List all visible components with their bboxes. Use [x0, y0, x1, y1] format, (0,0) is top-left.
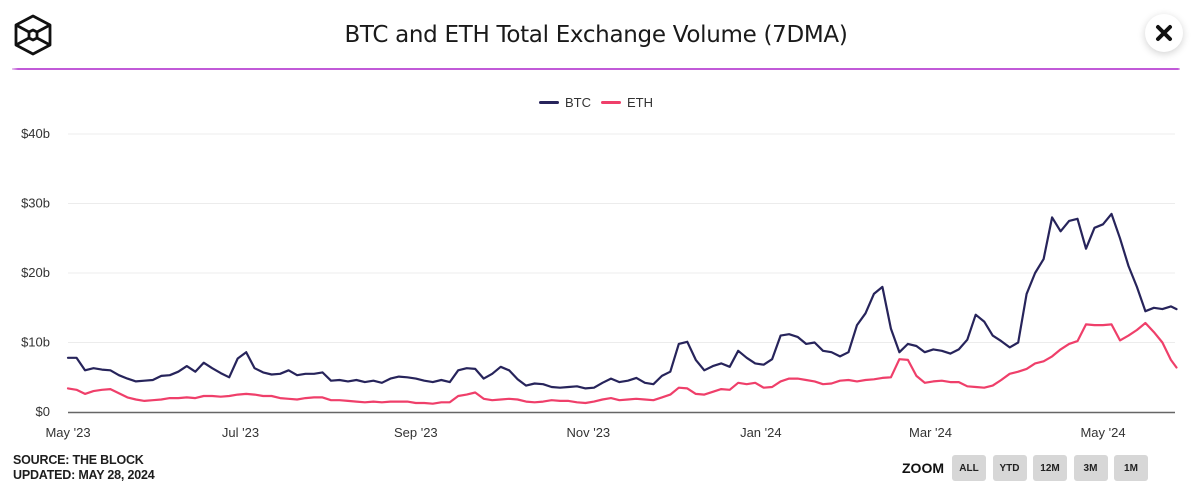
the-block-logo-icon[interactable] — [12, 14, 54, 56]
y-tick-label: $20b — [21, 265, 50, 280]
legend-swatch-eth — [601, 101, 621, 104]
legend-swatch-btc — [539, 101, 559, 104]
y-tick-label: $40b — [21, 126, 50, 141]
zoom-button-3m[interactable]: 3M — [1073, 455, 1108, 481]
x-tick-label: May '24 — [1080, 425, 1125, 440]
zoom-button-1m[interactable]: 1M — [1114, 455, 1148, 481]
x-tick-label: May '23 — [45, 425, 90, 440]
y-tick-label: $30b — [21, 196, 50, 211]
series-line-eth — [66, 321, 1178, 405]
legend-label-eth: ETH — [627, 95, 653, 110]
header-divider — [12, 68, 1180, 70]
x-tick-label: Jan '24 — [740, 425, 782, 440]
close-button[interactable] — [1145, 14, 1183, 52]
x-tick-label: Jul '23 — [222, 425, 259, 440]
series-line-btc — [66, 212, 1178, 390]
x-tick-label: Nov '23 — [566, 425, 610, 440]
x-tick-label: Mar '24 — [909, 425, 952, 440]
updated-text: UPDATED: MAY 28, 2024 — [13, 468, 155, 482]
zoom-controls: ZOOM ALL YTD 12M 3M 1M — [902, 455, 1155, 481]
header: BTC and ETH Total Exchange Volume (7DMA) — [0, 0, 1192, 70]
y-tick-label: $10b — [21, 335, 50, 350]
legend-item-eth[interactable]: ETH — [601, 95, 653, 110]
legend-item-btc[interactable]: BTC — [539, 95, 591, 110]
zoom-button-ytd[interactable]: YTD — [992, 455, 1027, 481]
chart-legend: BTC ETH — [0, 95, 1192, 110]
zoom-button-all[interactable]: ALL — [952, 455, 986, 481]
chart-footer: SOURCE: THE BLOCK UPDATED: MAY 28, 2024 — [13, 453, 155, 483]
legend-label-btc: BTC — [565, 95, 591, 110]
x-tick-label: Sep '23 — [394, 425, 438, 440]
source-text: SOURCE: THE BLOCK — [13, 453, 144, 467]
zoom-button-12m[interactable]: 12M — [1033, 455, 1067, 481]
chart-title: BTC and ETH Total Exchange Volume (7DMA) — [344, 22, 848, 48]
zoom-label: ZOOM — [902, 460, 944, 476]
y-tick-label: $0 — [36, 404, 50, 419]
close-x-icon — [1156, 25, 1172, 41]
